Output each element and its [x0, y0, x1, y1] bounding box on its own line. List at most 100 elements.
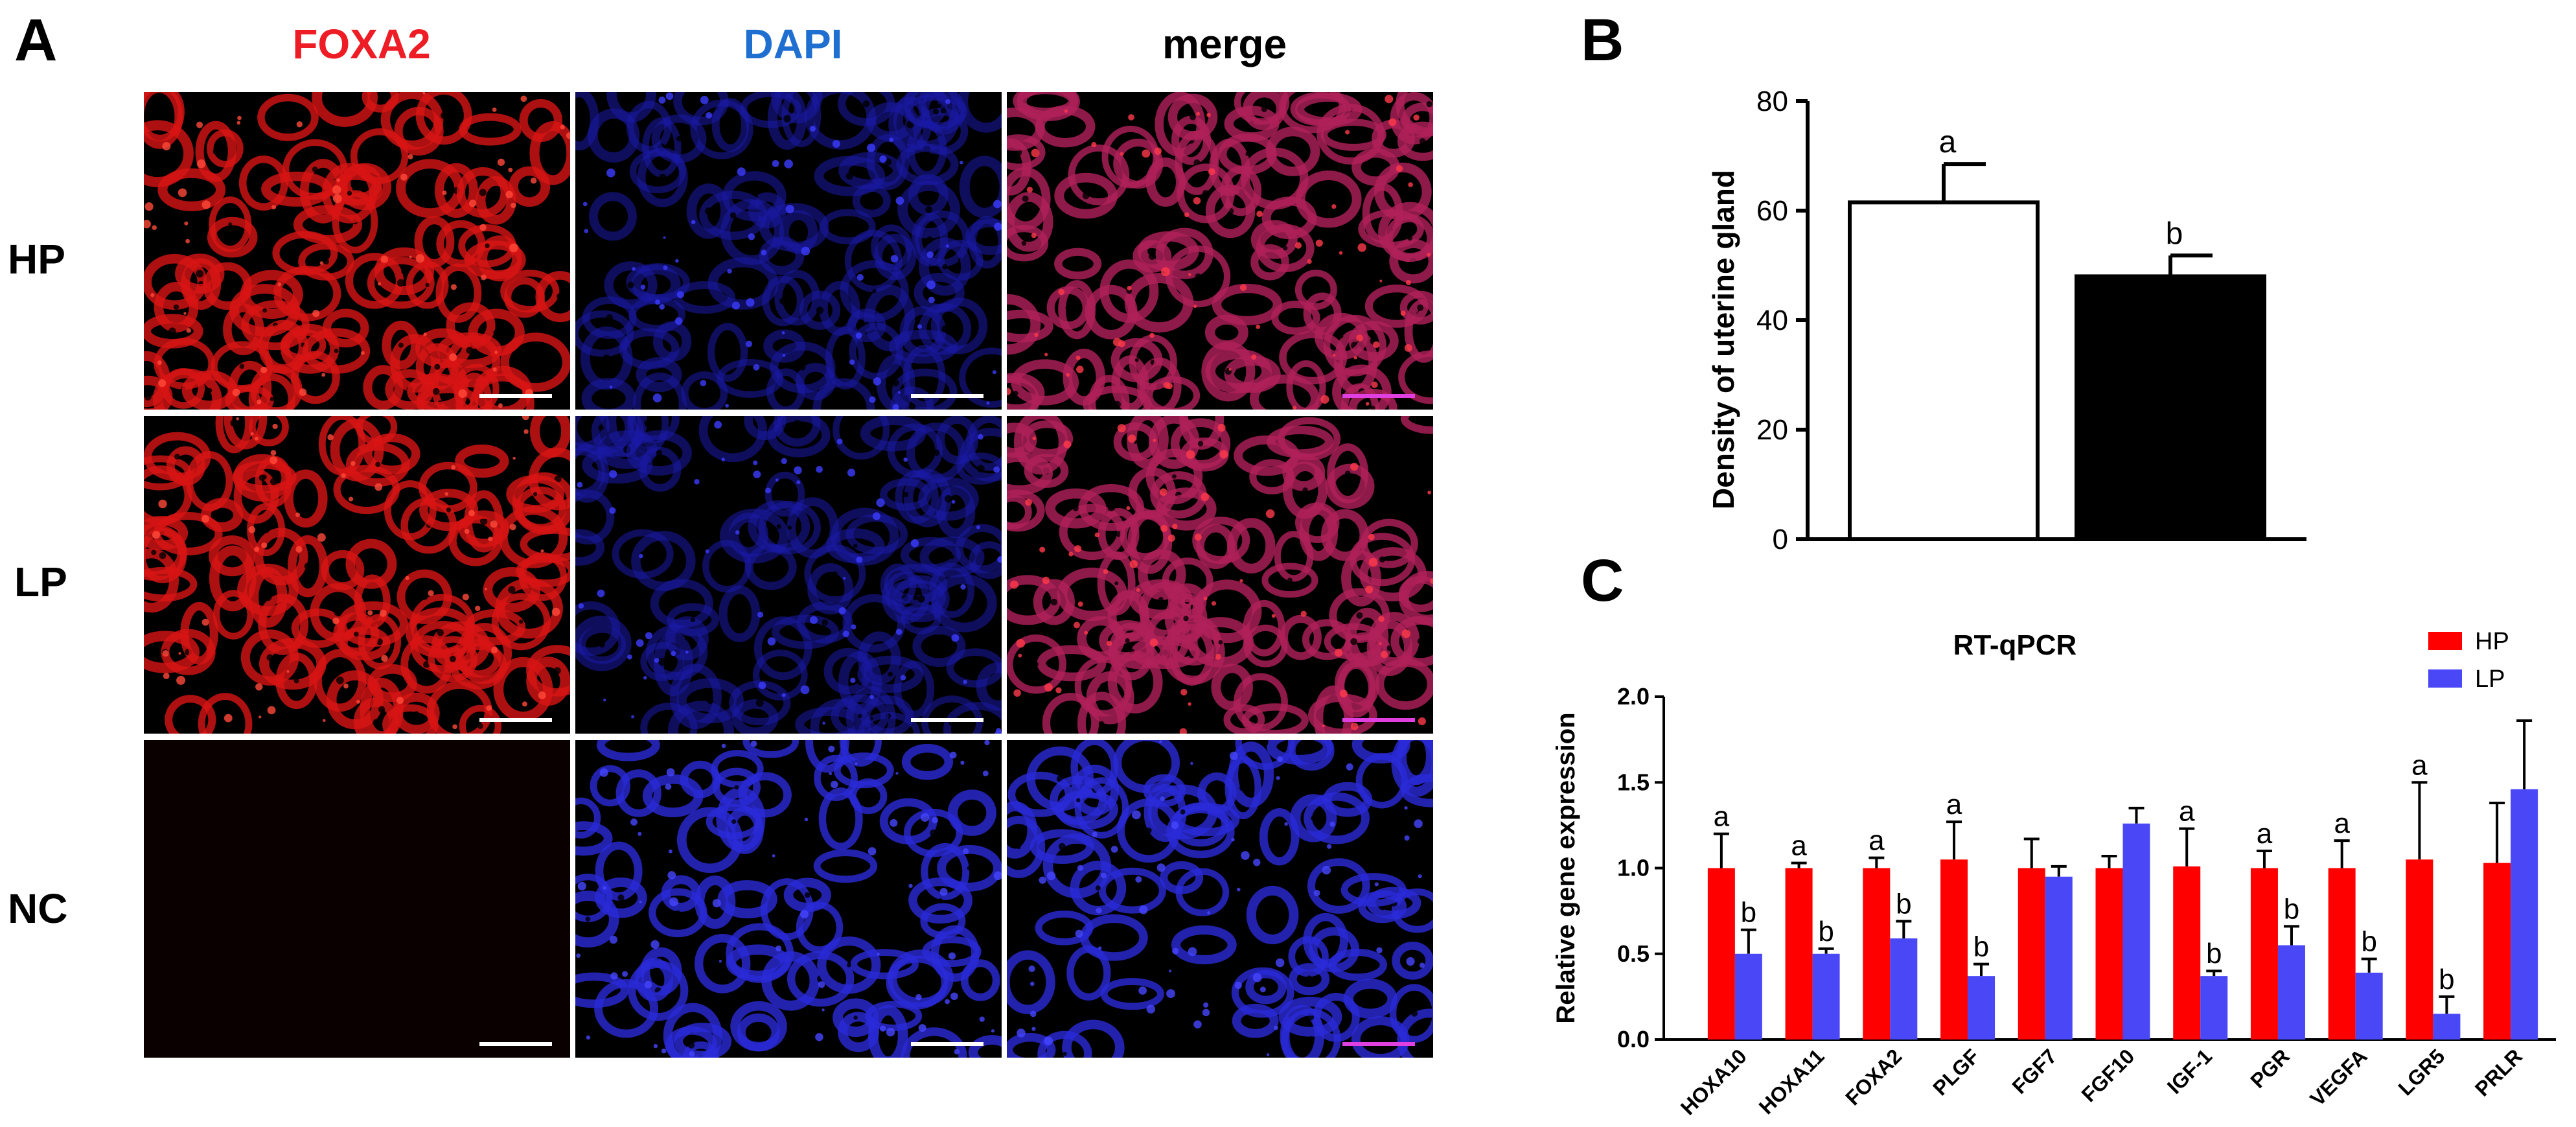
- x-tick-label: FGF10: [2077, 1044, 2139, 1106]
- bar: [1785, 868, 1813, 1040]
- significance-label: b: [1973, 931, 1989, 963]
- y-tick-label: 1.5: [1617, 769, 1650, 795]
- micrograph-hp-merge: [1007, 92, 1433, 410]
- x-tick-label: HOXA10: [1676, 1044, 1751, 1119]
- scale-bar: [479, 718, 552, 722]
- significance-label: a: [2411, 749, 2428, 781]
- bar: [1812, 953, 1840, 1040]
- micrograph-lp-merge: [1007, 416, 1433, 734]
- panel-a-letter: A: [14, 7, 58, 73]
- bar: [1734, 953, 1762, 1040]
- scale-bar: [1342, 1042, 1415, 1046]
- x-tick-label: FOXA2: [1841, 1044, 1906, 1110]
- bar: [2406, 859, 2433, 1040]
- scale-bar: [1342, 718, 1415, 722]
- bar: [1707, 868, 1735, 1040]
- legend-label: LP: [2475, 666, 2505, 693]
- column-title-dapi: DAPI: [743, 21, 843, 67]
- micrograph-hp-dapi: [575, 92, 1002, 410]
- y-tick-label: 20: [1756, 414, 1788, 446]
- bar: [2511, 789, 2538, 1040]
- significance-label: b: [2361, 926, 2376, 958]
- significance-label: a: [2179, 796, 2195, 828]
- x-tick-label: FGF7: [2007, 1044, 2061, 1098]
- bar: [1940, 859, 1968, 1040]
- chart-title: RT-qPCR: [1953, 629, 2077, 661]
- scale-bar: [479, 1042, 552, 1046]
- micrograph-nc-foxa2: [144, 740, 570, 1058]
- y-axis-label: Relative gene expression: [1552, 712, 1580, 1023]
- bar: [2433, 1014, 2461, 1040]
- scale-bar: [911, 1042, 983, 1046]
- micrograph-lp-foxa2: [144, 416, 570, 734]
- panel-b-letter: B: [1581, 7, 1624, 73]
- row-label-hp: HP: [8, 236, 65, 283]
- significance-label: b: [1741, 897, 1756, 929]
- significance-label: b: [2206, 938, 2222, 970]
- significance-label: a: [1939, 125, 1957, 159]
- rtqpcr-bar-chart: RT-qPCR 0.0 0.5 1.0 1.5 2.0 Relative gene expr…: [1552, 628, 2556, 1119]
- y-tick-label: 1.0: [1617, 855, 1650, 881]
- x-tick-label: IGF-1: [2163, 1044, 2216, 1098]
- bar: [2095, 868, 2123, 1040]
- x-tick-label: HOXA11: [1754, 1044, 1829, 1119]
- row-label-nc: NC: [8, 885, 68, 932]
- x-tick-label: LGR5: [2394, 1044, 2450, 1100]
- significance-label: a: [2257, 818, 2273, 850]
- column-title-merge: merge: [1162, 21, 1287, 67]
- x-tick-label: LP: [2148, 560, 2192, 564]
- y-tick-label: 80: [1756, 86, 1788, 117]
- bar: [2173, 866, 2201, 1040]
- bar: [2277, 945, 2305, 1040]
- bar: [2018, 868, 2045, 1040]
- x-tick-label: HP: [1919, 560, 1968, 564]
- y-tick-label: 0.0: [1617, 1026, 1650, 1052]
- x-tick-label: VEGFA: [2305, 1044, 2371, 1110]
- significance-label: b: [2284, 893, 2299, 925]
- bar: [2355, 972, 2383, 1040]
- micrograph-nc-merge: [1007, 740, 1433, 1058]
- micrograph-nc-dapi: [575, 740, 1002, 1058]
- x-tick-label: PLGF: [1928, 1044, 1984, 1100]
- scale-bar: [479, 394, 552, 398]
- bar: [1890, 938, 1918, 1040]
- bar: [2075, 274, 2266, 541]
- scale-bar: [911, 718, 983, 722]
- micrograph-hp-foxa2: [144, 92, 570, 410]
- significance-label: b: [2166, 216, 2183, 251]
- significance-label: a: [2334, 807, 2350, 839]
- bar: [2483, 863, 2511, 1040]
- x-tick-label: PRLR: [2470, 1044, 2527, 1100]
- significance-label: a: [1946, 789, 1962, 820]
- y-tick-label: 40: [1756, 305, 1788, 336]
- row-label-lp: LP: [14, 559, 67, 605]
- y-tick-label: 0.5: [1617, 940, 1650, 967]
- legend-swatch: [2428, 632, 2462, 650]
- bar: [2200, 976, 2228, 1040]
- bar: [2250, 868, 2278, 1040]
- panel-c-letter: C: [1581, 548, 1624, 614]
- scale-bar: [1342, 394, 1415, 398]
- significance-label: a: [1791, 830, 1807, 862]
- significance-label: b: [1896, 888, 1911, 920]
- legend-label: HP: [2475, 628, 2509, 655]
- x-tick-label: PGR: [2246, 1044, 2294, 1092]
- bar: [1968, 976, 1995, 1040]
- y-tick-label: 60: [1756, 195, 1788, 227]
- column-title-foxa2: FOXA2: [292, 21, 431, 67]
- y-tick-label: 2.0: [1617, 683, 1650, 710]
- legend-swatch: [2428, 669, 2462, 688]
- micrograph-lp-dapi: [575, 416, 1002, 734]
- bar: [2328, 868, 2356, 1040]
- bar: [1863, 868, 1891, 1040]
- significance-label: a: [1869, 825, 1885, 857]
- bar: [1848, 200, 2040, 541]
- scale-bar: [911, 394, 983, 398]
- significance-label: b: [2439, 964, 2454, 995]
- bar: [2045, 876, 2073, 1040]
- y-axis-label: Density of uterine gland: [1707, 170, 1740, 509]
- density-bar-chart: 0 20 40 60 80 Density of uterine gland a HP b LP: [1707, 86, 2306, 564]
- significance-label: a: [1714, 801, 1730, 833]
- significance-label: b: [1818, 916, 1834, 947]
- y-tick-label: 0: [1773, 524, 1788, 555]
